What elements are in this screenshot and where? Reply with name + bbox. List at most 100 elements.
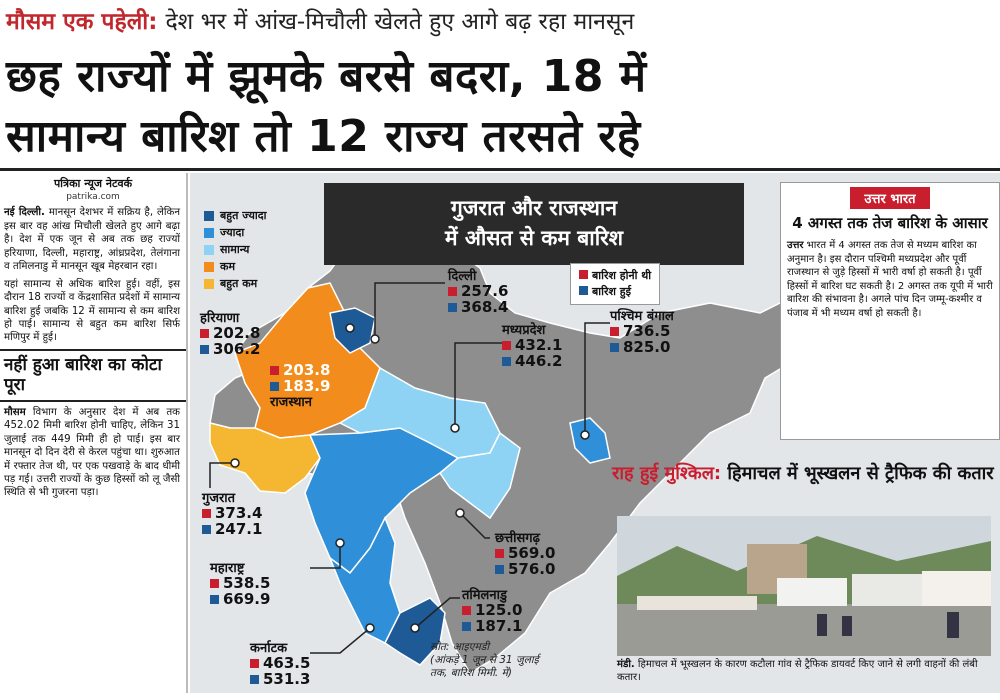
legend-swatch-normal (204, 244, 214, 255)
legend-swatch-very-high (204, 210, 214, 221)
actual-marker (210, 595, 219, 604)
expected-marker (210, 579, 219, 588)
expected-value: 463.5 (263, 654, 311, 672)
map-banner: गुजरात और राजस्थान में औसत से कम बारिश (324, 183, 744, 265)
expected-marker (270, 366, 279, 375)
delhi-leader (374, 282, 445, 339)
expected-row: 432.1 (502, 338, 562, 354)
legend-label-low: कम (220, 260, 236, 273)
caption-text: हिमाचल में भूस्खलन के कारण कटौला गांव से… (617, 659, 978, 683)
state-west-bengal: पश्चिम बंगाल 736.5 825.0 (610, 309, 674, 356)
himachal-head-label: राह हुई मुश्किल: (612, 463, 722, 484)
actual-marker (200, 345, 209, 354)
expected-row: 257.6 (448, 284, 508, 300)
karnataka-region (328, 516, 401, 645)
map-source: स्रोत: आइएमडी (आंकड़े 1 जून से 31 जुलाई … (430, 641, 539, 680)
actual-value: 247.1 (215, 520, 263, 538)
actual-marker (270, 382, 279, 391)
gujarat-region (209, 422, 321, 494)
subheading: नहीं हुआ बारिश का कोटा पूरा (0, 348, 186, 402)
state-name: मध्यप्रदेश (502, 323, 546, 338)
tamilnadu-pin-icon (410, 623, 420, 633)
gujarat-pin-icon (230, 458, 240, 468)
expected-value: 736.5 (623, 322, 671, 340)
actual-marker (502, 357, 511, 366)
expected-swatch (579, 270, 588, 279)
state-madhya-pradesh: मध्यप्रदेश 432.1 446.2 (502, 323, 562, 370)
expected-row: 202.8 (200, 326, 260, 342)
paragraph-3: मौसम विभाग के अनुसार देश में अब तक 452.0… (0, 406, 186, 500)
expected-marker (495, 549, 504, 558)
actual-marker (610, 343, 619, 352)
legend-item-very-high: बहुत ज्यादा (204, 207, 266, 224)
legend-swatch-very-low (204, 278, 214, 289)
expected-value: 202.8 (213, 324, 261, 342)
paragraph-1: नई दिल्ली. मानसून देशभर में सक्रिय है, ल… (0, 206, 186, 273)
legend-item-very-low: बहुत कम (204, 275, 266, 292)
actual-row: 576.0 (495, 562, 555, 578)
expected-marker (462, 606, 471, 615)
kicker-text: देश भर में आंख-मिचौली खेलते हुए आगे बढ़ … (165, 9, 635, 35)
india-map (209, 187, 832, 675)
himachal-headline: राह हुई मुश्किल: हिमाचल में भूस्खलन से ट… (612, 462, 1000, 485)
actual-row: 187.1 (462, 619, 522, 635)
paragraph-2: यहां सामान्य से अधिक बारिश हुई। वहीं, इस… (4, 278, 180, 344)
value-legend-expected-label: बारिश होनी थी (592, 269, 652, 282)
actual-row: 368.4 (448, 300, 508, 316)
himachal-head-text: हिमाचल में भूस्खलन से ट्रैफिक की कतार (727, 463, 994, 484)
state-name: राजस्थान (270, 395, 313, 410)
north-india-tag: उत्तर भारत (850, 187, 930, 209)
north-india-box: उत्तर भारत 4 अगस्त तक तेज बारिश के आसार … (780, 182, 1000, 440)
category-legend: बहुत ज्यादा ज्यादा सामान्य कम बहुत कम (204, 207, 266, 292)
actual-value: 187.1 (475, 617, 523, 635)
expected-row: 569.0 (495, 546, 555, 562)
expected-row: 125.0 (462, 603, 522, 619)
state-name: कर्नाटक (250, 641, 288, 656)
tamilnadu-leader (414, 597, 460, 629)
photo-person (947, 612, 959, 638)
legend-item-high: ज्यादा (204, 224, 266, 241)
photo-bus-2 (852, 574, 922, 606)
wb-leader (584, 322, 610, 435)
paragraph-3-lead: मौसम (4, 406, 26, 418)
expected-value: 257.6 (461, 282, 509, 300)
expected-row: 538.5 (210, 576, 270, 592)
state-tamil-nadu: तमिलनाडु 125.0 187.1 (462, 588, 522, 635)
mp-pin-icon (450, 423, 460, 433)
actual-value: 183.9 (283, 377, 331, 395)
legend-label-very-low: बहुत कम (220, 277, 258, 290)
expected-row: 373.4 (202, 506, 262, 522)
photo-road (617, 604, 991, 656)
actual-marker (448, 303, 457, 312)
legend-label-very-high: बहुत ज्यादा (220, 209, 267, 222)
leader-lines (209, 282, 610, 654)
actual-row: 183.9 (270, 379, 330, 395)
expected-value: 538.5 (223, 574, 271, 592)
west-bengal-region (569, 417, 611, 464)
state-maharashtra: महाराष्ट्र 538.5 669.9 (210, 561, 270, 608)
actual-value: 669.9 (223, 590, 271, 608)
karnataka-leader (310, 627, 371, 654)
state-haryana: हरियाणा 202.8 306.2 (200, 311, 260, 358)
mp-leader (454, 342, 505, 428)
expected-value: 125.0 (475, 601, 523, 619)
photo-person (817, 614, 827, 636)
byline: पत्रिका न्यूज नेटवर्क (53, 177, 133, 190)
actual-row: 247.1 (202, 522, 262, 538)
state-name: हरियाणा (200, 311, 240, 326)
chhattisgarh-leader (459, 512, 490, 539)
karnataka-pin-icon (365, 623, 375, 633)
wb-pin-icon (580, 430, 590, 440)
value-legend: बारिश होनी थी बारिश हुई (570, 263, 661, 305)
actual-row: 446.2 (502, 354, 562, 370)
source-line-3: तक, बारिश मिमी. में) (430, 667, 512, 679)
legend-swatch-high (204, 227, 214, 238)
kicker: मौसम एक पहेली: देश भर में आंख-मिचौली खेल… (6, 4, 634, 36)
chhattisgarh-region (439, 431, 521, 520)
expected-row: 463.5 (250, 656, 310, 672)
header-rule (0, 168, 1000, 171)
article-column: पत्रिका न्यूज नेटवर्क patrika.com नई दिल… (0, 173, 186, 700)
value-legend-actual: बारिश हुई (579, 284, 651, 300)
actual-value: 306.2 (213, 340, 261, 358)
photo-vehicles (637, 596, 757, 610)
